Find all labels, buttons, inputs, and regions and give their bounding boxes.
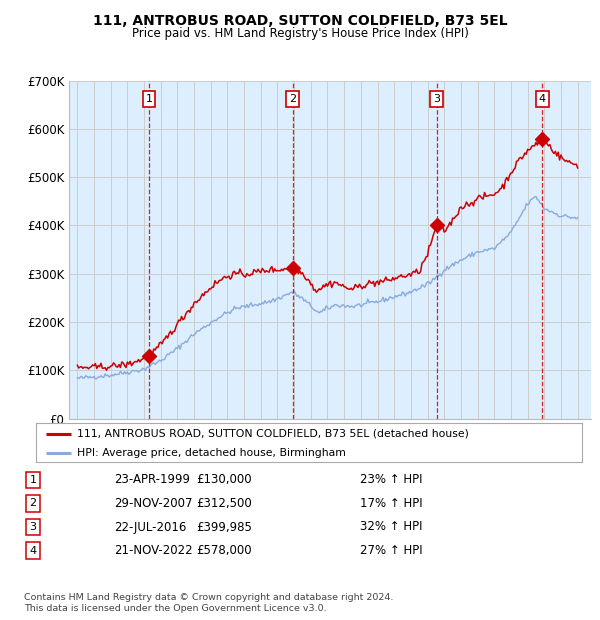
Text: 4: 4 [539,94,546,104]
Text: 23% ↑ HPI: 23% ↑ HPI [360,474,422,486]
Text: 17% ↑ HPI: 17% ↑ HPI [360,497,422,510]
Text: 2: 2 [29,498,37,508]
Text: £130,000: £130,000 [196,474,252,486]
Text: 3: 3 [433,94,440,104]
Text: 4: 4 [29,546,37,556]
Text: 1: 1 [146,94,153,104]
Text: 27% ↑ HPI: 27% ↑ HPI [360,544,422,557]
Text: 23-APR-1999: 23-APR-1999 [114,474,190,486]
Text: Price paid vs. HM Land Registry's House Price Index (HPI): Price paid vs. HM Land Registry's House … [131,27,469,40]
Text: 1: 1 [29,475,37,485]
Text: HPI: Average price, detached house, Birmingham: HPI: Average price, detached house, Birm… [77,448,346,458]
Text: 2: 2 [289,94,296,104]
Text: Contains HM Land Registry data © Crown copyright and database right 2024.
This d: Contains HM Land Registry data © Crown c… [24,593,394,613]
Text: 21-NOV-2022: 21-NOV-2022 [114,544,193,557]
Text: £399,985: £399,985 [196,521,252,533]
Text: 111, ANTROBUS ROAD, SUTTON COLDFIELD, B73 5EL (detached house): 111, ANTROBUS ROAD, SUTTON COLDFIELD, B7… [77,429,469,439]
Text: 22-JUL-2016: 22-JUL-2016 [114,521,187,533]
Text: £312,500: £312,500 [196,497,252,510]
Text: 111, ANTROBUS ROAD, SUTTON COLDFIELD, B73 5EL: 111, ANTROBUS ROAD, SUTTON COLDFIELD, B7… [92,14,508,29]
Text: 32% ↑ HPI: 32% ↑ HPI [360,521,422,533]
Text: 3: 3 [29,522,37,532]
Text: 29-NOV-2007: 29-NOV-2007 [114,497,193,510]
Text: £578,000: £578,000 [196,544,252,557]
